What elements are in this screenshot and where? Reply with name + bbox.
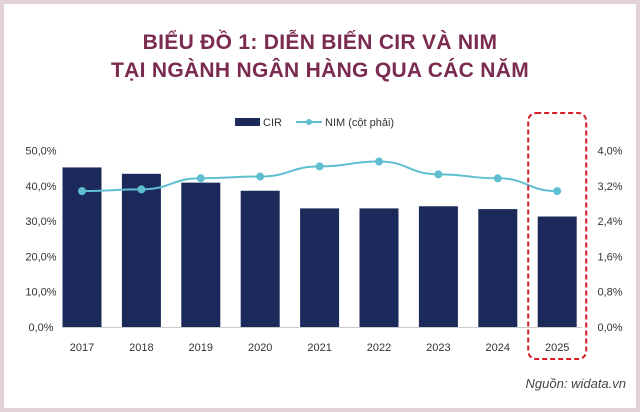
point-nim-2017 <box>78 187 86 196</box>
chart-card <box>4 4 636 408</box>
source-note: Nguồn: widata.vn <box>525 376 626 391</box>
bar-cir-2020 <box>240 190 280 327</box>
x-axis-tick: 2019 <box>189 342 213 354</box>
point-nim-2018 <box>137 185 146 194</box>
point-nim-2020 <box>256 172 265 181</box>
right-axis-tick: 2,4% <box>597 216 622 228</box>
bar-cir-2019 <box>181 182 221 327</box>
left-axis-tick: 10,0% <box>25 287 56 299</box>
x-axis-tick: 2020 <box>248 342 272 354</box>
right-axis-tick: 1,6% <box>597 251 622 263</box>
point-nim-2021 <box>315 162 324 171</box>
x-axis-tick: 2017 <box>70 342 94 354</box>
chart-title-line1: BIỂU ĐỒ 1: DIỄN BIẾN CIR VÀ NIM <box>142 31 498 54</box>
x-axis-tick: 2024 <box>486 342 510 354</box>
left-axis-tick: 30,0% <box>25 216 56 228</box>
bar-cir-2024 <box>478 209 518 327</box>
chart-title-line2: TẠI NGÀNH NGÂN HÀNG QUA CÁC NĂM <box>111 59 529 82</box>
left-axis-tick: 0,0% <box>28 322 53 334</box>
legend-label-cir: CIR <box>263 117 282 129</box>
x-axis-tick: 2018 <box>129 342 153 354</box>
legend-label-nim: NIM (cột phải) <box>325 117 394 129</box>
bar-cir-2023 <box>418 206 458 327</box>
x-axis-tick: 2023 <box>426 342 450 354</box>
point-nim-2023 <box>434 170 443 179</box>
left-axis-tick: 40,0% <box>25 181 56 193</box>
left-axis-tick: 50,0% <box>25 146 56 158</box>
point-nim-2025 <box>553 187 562 196</box>
legend-marker-nim <box>306 119 312 125</box>
bar-cir-2018 <box>121 173 161 327</box>
left-axis-tick: 20,0% <box>25 251 56 263</box>
bar-cir-2021 <box>300 208 340 327</box>
bar-cir-2025 <box>537 216 577 327</box>
highlight-box-2025 <box>527 112 588 360</box>
bar-cir-2022 <box>359 208 399 327</box>
legend-swatch-cir <box>235 118 260 126</box>
x-axis-tick: 2021 <box>307 342 331 354</box>
x-axis-tick: 2022 <box>367 342 391 354</box>
right-axis-tick: 0,8% <box>597 287 622 299</box>
right-axis-tick: 3,2% <box>597 181 622 193</box>
x-axis-tick: 2025 <box>545 342 569 354</box>
point-nim-2024 <box>493 174 502 183</box>
right-axis-tick: 0,0% <box>597 322 622 334</box>
legend: CIR NIM (cột phải) <box>235 117 394 129</box>
point-nim-2022 <box>375 157 383 166</box>
point-nim-2019 <box>196 174 205 183</box>
right-axis-tick: 4,0% <box>597 146 622 158</box>
